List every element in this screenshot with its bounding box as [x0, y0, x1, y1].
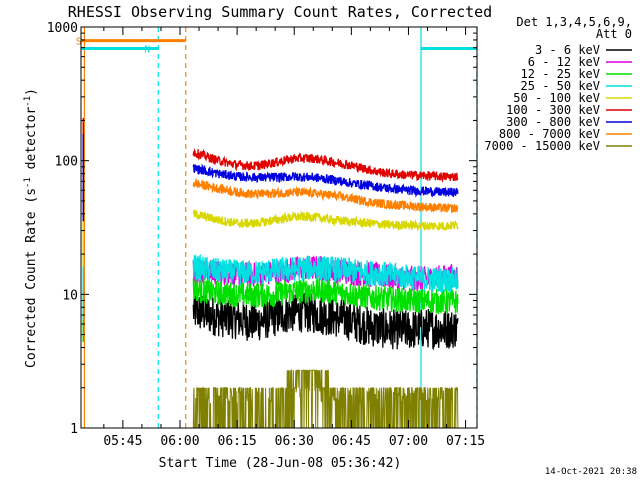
legend-label-2: 12 - 25 keV [521, 67, 600, 81]
series-0 [192, 291, 459, 351]
legend-label-4: 50 - 100 keV [513, 91, 600, 105]
y-tick-label-0: 1 [70, 422, 78, 437]
legend-label-8: 7000 - 15000 keV [484, 139, 600, 153]
plot-frame [80, 26, 478, 429]
x-axis: 05:45 06:00 06:15 06:30 06:45 07:00 07:15 [103, 27, 485, 449]
y-axis-label-sup2: -1 [23, 96, 33, 107]
legend-label-3: 25 - 50 keV [521, 79, 600, 93]
timestamp: 14-Oct-2021 20:38 [545, 467, 637, 477]
series-layer [82, 117, 459, 429]
x-tick-label-2: 06:15 [218, 434, 257, 449]
legend-label-0: 3 - 6 keV [535, 43, 600, 57]
series-6-line [192, 163, 459, 198]
x-tick-label-0: 05:45 [103, 434, 142, 449]
series-6 [82, 133, 459, 222]
state-label-S: S [76, 37, 82, 48]
x-tick-label-4: 06:45 [332, 434, 371, 449]
series-7 [192, 177, 459, 213]
y-tick-label-2: 100 [55, 155, 78, 170]
x-tick-label-3: 06:30 [275, 434, 314, 449]
x-axis-label: Start Time (28-Jun-08 05:36:42) [159, 456, 402, 471]
y-axis-label-main: Corrected Count Rate (s [24, 188, 39, 368]
y-tick-label-1: 10 [62, 288, 78, 303]
series-3-line [192, 253, 459, 293]
attenuator-layer: SN [76, 37, 477, 56]
legend-label-6: 300 - 800 keV [506, 115, 600, 129]
legend-label-7: 800 - 7000 keV [499, 127, 600, 141]
series-7-line [192, 177, 459, 213]
legend-header-line1: Det 1,3,4,5,6,9, [516, 15, 632, 29]
x-tick-label-1: 06:00 [160, 434, 199, 449]
y-axis: 1 10 100 1000 [47, 21, 477, 437]
series-0-line [192, 291, 459, 351]
x-tick-label-5: 07:00 [389, 434, 428, 449]
legend-label-5: 100 - 300 keV [506, 103, 600, 117]
series-5-line [192, 147, 459, 183]
y-axis-label-end: ) [24, 88, 39, 96]
legend-header-line2: Att 0 [596, 27, 632, 41]
chart-title: RHESSI Observing Summary Count Rates, Co… [68, 3, 492, 21]
y-axis-label: Corrected Count Rate (s-1 detector-1) [23, 88, 39, 368]
series-2-line [192, 277, 459, 315]
y-axis-label-mid: detector [24, 107, 39, 178]
x-tick-label-6: 07:15 [446, 434, 485, 449]
legend-label-1: 6 - 12 keV [528, 55, 600, 69]
series-4-line [192, 209, 459, 232]
y-tick-label-3: 1000 [47, 21, 78, 36]
y-axis-label-sup1: -1 [23, 177, 33, 188]
state-label-N: N [144, 45, 150, 56]
